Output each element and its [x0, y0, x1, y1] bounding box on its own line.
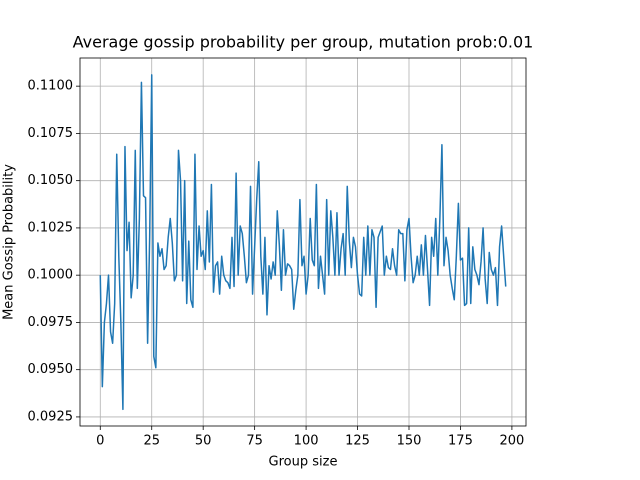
data-line [99, 74, 507, 411]
x-axis-label: Group size [269, 455, 338, 470]
x-tick-label: 125 [345, 434, 370, 449]
y-tick-label: 0.0975 [28, 315, 74, 330]
y-tick-label: 0.1075 [28, 126, 74, 141]
y-tick-label: 0.0925 [28, 409, 74, 424]
x-tick-label: 175 [448, 434, 473, 449]
y-tick-label: 0.0950 [28, 362, 74, 377]
y-tick-label: 0.1025 [28, 220, 74, 235]
chart-title: Average gossip probability per group, mu… [73, 33, 534, 52]
y-tick-label: 0.1100 [28, 79, 74, 94]
x-tick-label: 75 [246, 434, 263, 449]
x-tick-label: 150 [397, 434, 422, 449]
x-tick-label: 0 [96, 434, 104, 449]
y-tick-label: 0.1000 [28, 268, 74, 283]
x-tick-label: 50 [195, 434, 212, 449]
y-tick-label: 0.1050 [28, 173, 74, 188]
x-tick-label: 25 [143, 434, 160, 449]
y-axis-label: Mean Gossip Probability [2, 164, 17, 320]
x-tick-label: 200 [499, 434, 524, 449]
x-tick-label: 100 [294, 434, 319, 449]
plot-frame [79, 57, 527, 427]
